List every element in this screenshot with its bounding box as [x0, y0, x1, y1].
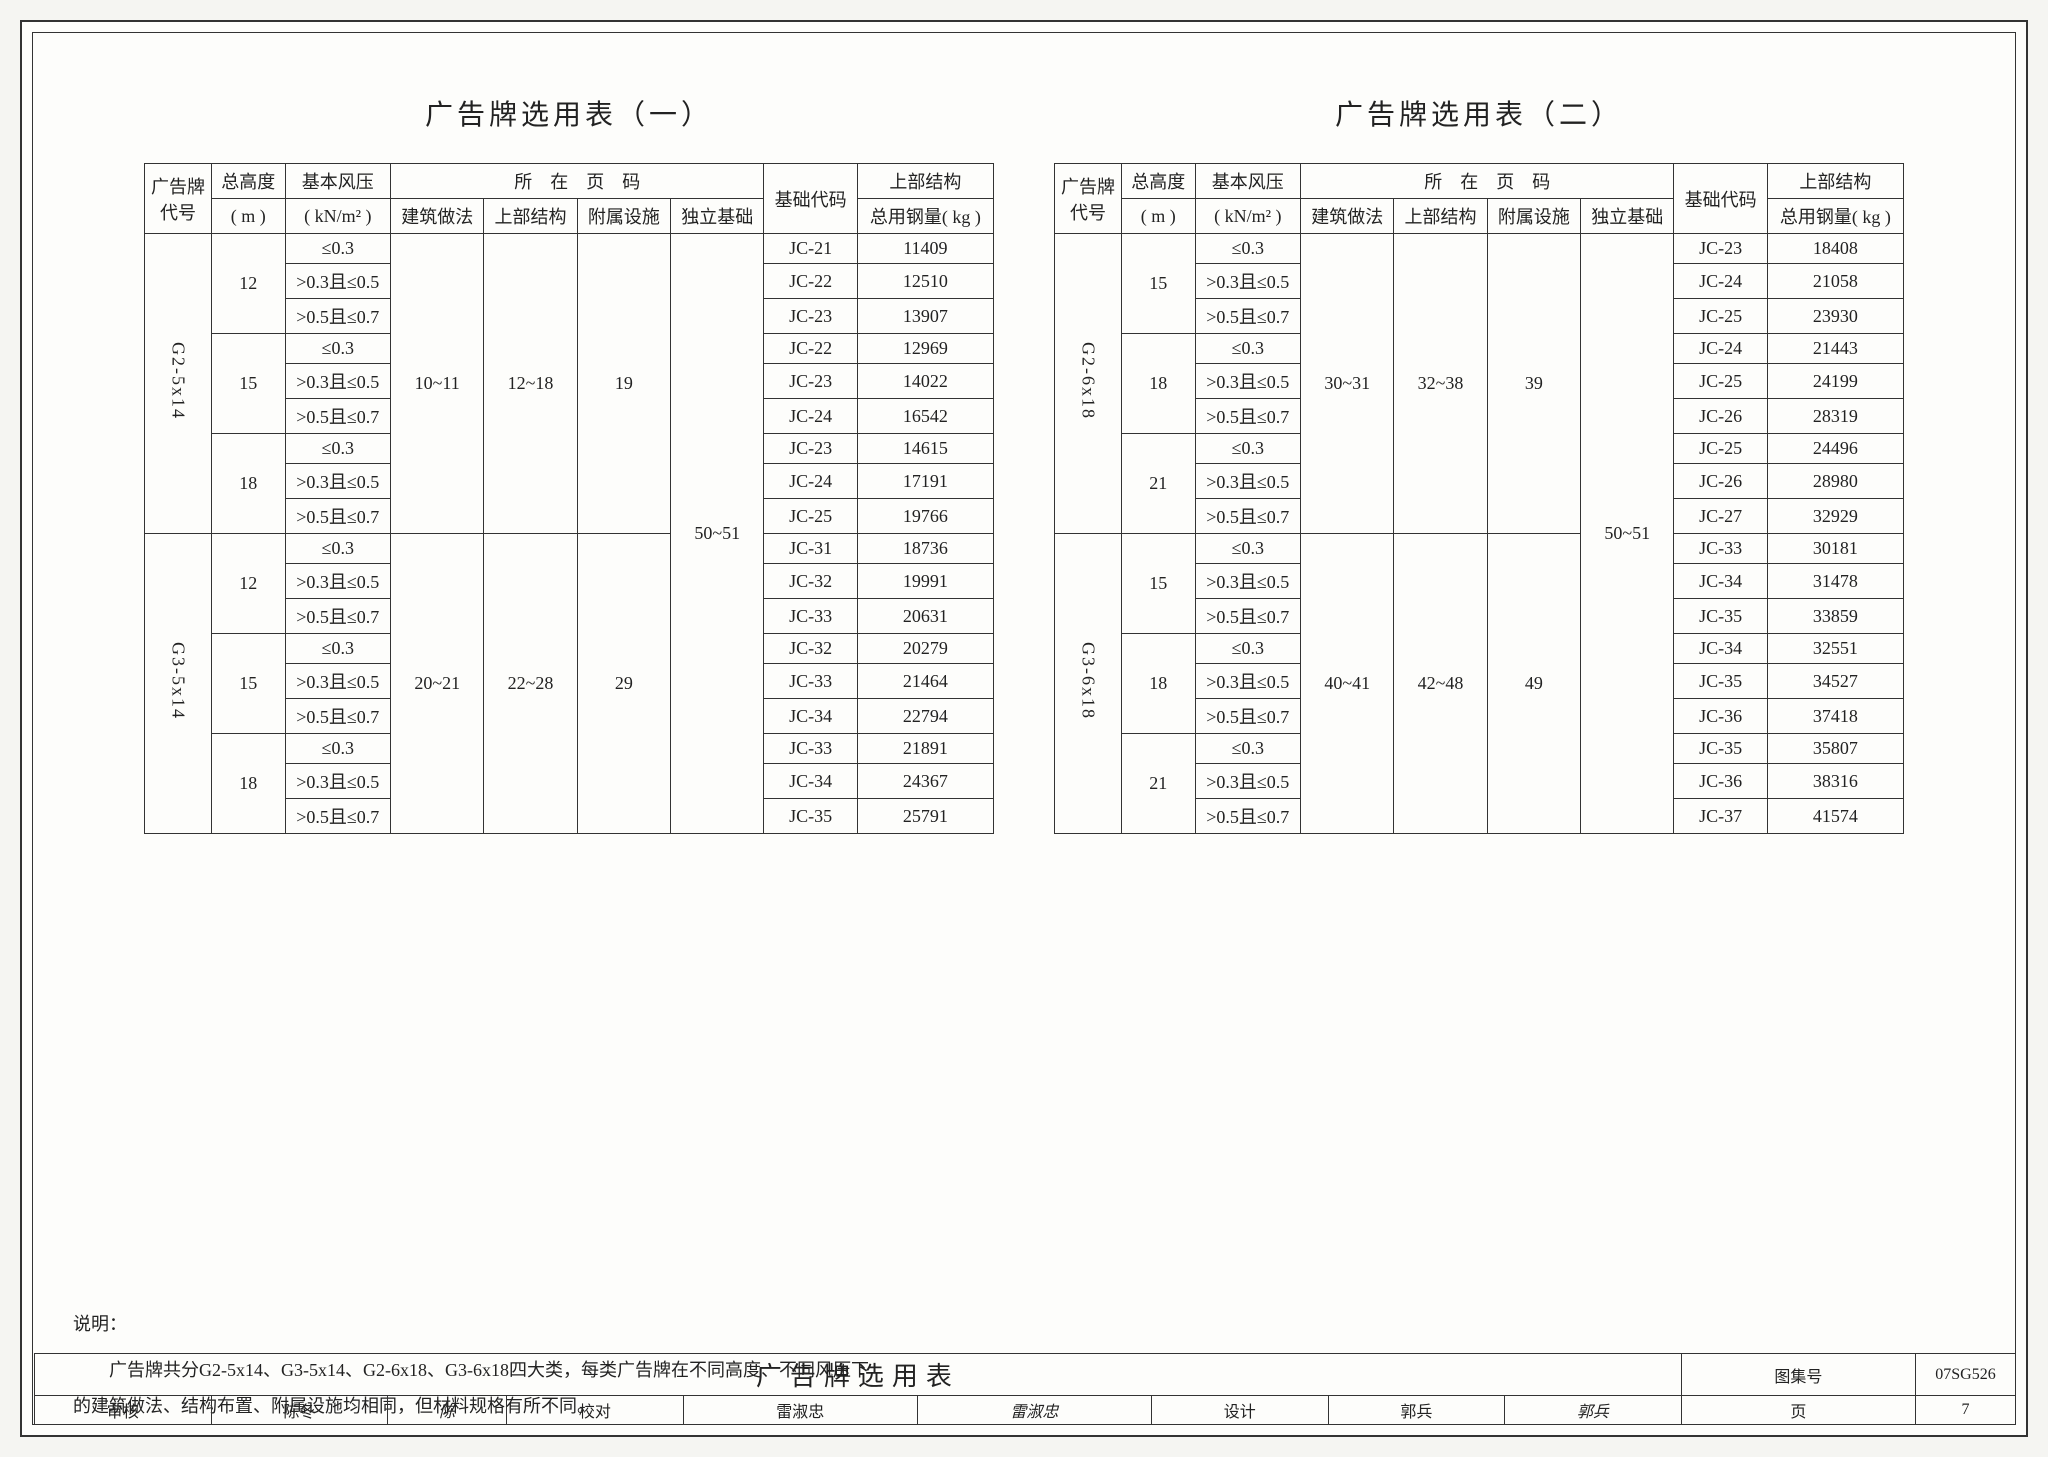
- field-check-name: 雷淑忠: [683, 1396, 917, 1425]
- content-area: 广告牌选用表（一） 广告牌代号 总高度 基本风压 所 在 页 码 基础代码 上部…: [73, 63, 1975, 1266]
- drawing-sheet: 广告牌选用表（一） 广告牌代号 总高度 基本风压 所 在 页 码 基础代码 上部…: [20, 20, 2028, 1437]
- table-row: G2-5x1412≤0.310~1112~181950~51JC-2111409: [145, 234, 994, 264]
- page-label: 页: [1681, 1396, 1915, 1425]
- drawing-border: 广告牌选用表（一） 广告牌代号 总高度 基本风压 所 在 页 码 基础代码 上部…: [32, 32, 2016, 1425]
- title-block-signatures: 审核 陈冬 陈 校对 雷淑忠 雷淑忠 设计 郭兵 郭兵 页 7: [35, 1396, 2016, 1425]
- table-2-title: 广告牌选用表（二）: [1054, 93, 1904, 133]
- notes-label: 说明：: [73, 1306, 873, 1342]
- page-number: 7: [1916, 1396, 2016, 1425]
- table-panel-1: 广告牌选用表（一） 广告牌代号 总高度 基本风压 所 在 页 码 基础代码 上部…: [144, 93, 994, 1266]
- set-number: 07SG526: [1916, 1354, 2016, 1396]
- field-review-sig: 陈: [388, 1396, 507, 1425]
- field-design-label: 设计: [1152, 1396, 1329, 1425]
- table-panel-2: 广告牌选用表（二） 广告牌代号 总高度 基本风压 所 在 页 码 基础代码 上部…: [1054, 93, 1904, 1266]
- selection-table-2: 广告牌代号 总高度 基本风压 所 在 页 码 基础代码 上部结构 ( m ) (…: [1054, 163, 1904, 834]
- table-row: G3-5x1412≤0.320~2122~2829JC-3118736: [145, 534, 994, 564]
- field-review-label: 审核: [35, 1396, 212, 1425]
- table-row: G2-6x1815≤0.330~3132~383950~51JC-2318408: [1055, 234, 1904, 264]
- field-check-sig: 雷淑忠: [917, 1396, 1151, 1425]
- field-review-name: 陈冬: [211, 1396, 388, 1425]
- selection-table-1: 广告牌代号 总高度 基本风压 所 在 页 码 基础代码 上部结构 ( m ) (…: [144, 163, 994, 834]
- table-1-title: 广告牌选用表（一）: [144, 93, 994, 133]
- title-block-main: 广告牌选用表: [35, 1354, 1682, 1396]
- field-design-sig: 郭兵: [1505, 1396, 1682, 1425]
- field-check-label: 校对: [507, 1396, 684, 1425]
- set-label: 图集号: [1681, 1354, 1915, 1396]
- title-block: 广告牌选用表 图集号 07SG526 审核 陈冬 陈 校对 雷淑忠 雷淑忠 设计…: [34, 1353, 2016, 1425]
- table-row: G3-6x1815≤0.340~4142~4849JC-3330181: [1055, 534, 1904, 564]
- field-design-name: 郭兵: [1328, 1396, 1505, 1425]
